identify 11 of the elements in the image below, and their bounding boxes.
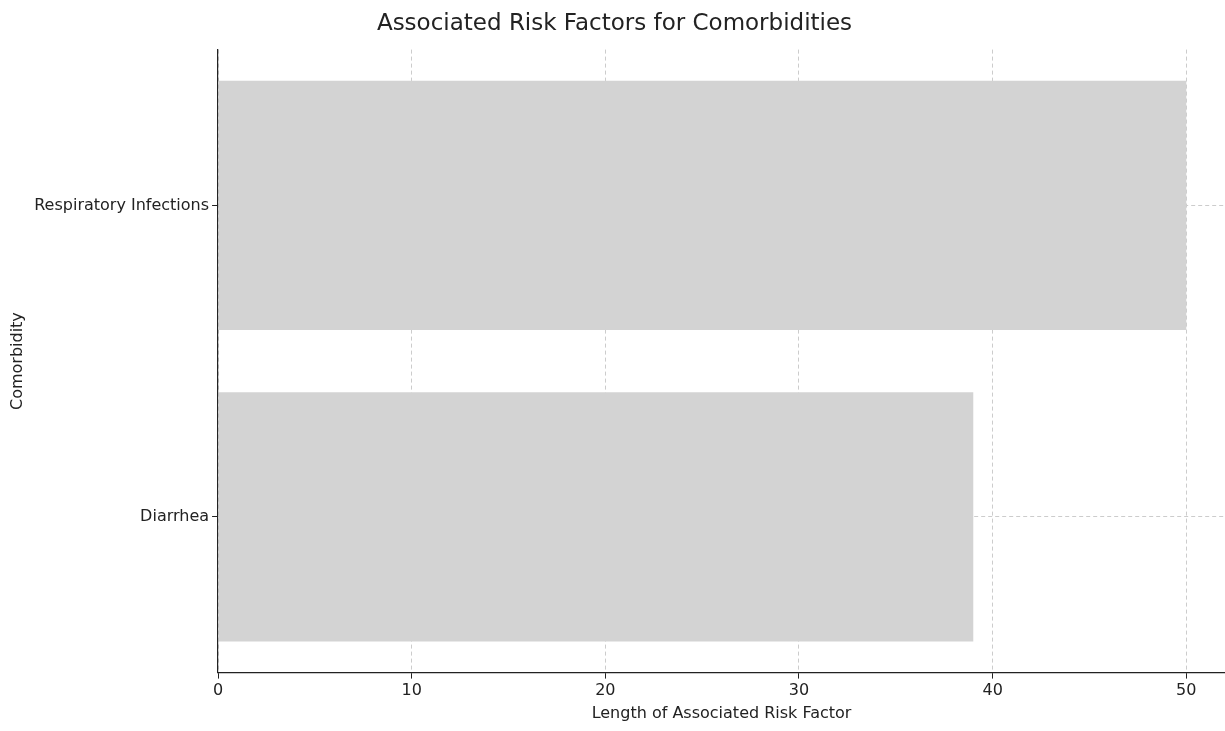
x-tick-label: 30 xyxy=(788,680,810,700)
x-tick-label: 0 xyxy=(212,680,224,700)
y-tick-label: Diarrhea xyxy=(140,506,210,526)
chart-title: Associated Risk Factors for Comorbidities xyxy=(376,8,853,35)
x-tick-label: 40 xyxy=(982,680,1003,700)
y-axis-title: Comorbidity xyxy=(6,312,26,411)
y-tick-label: Respiratory Infections xyxy=(34,194,210,214)
x-tick-label: 50 xyxy=(1176,680,1197,700)
x-tick-label: 20 xyxy=(595,680,616,700)
x-tick-label: 10 xyxy=(401,680,422,700)
x-axis-title: Length of Associated Risk Factor xyxy=(591,702,852,722)
